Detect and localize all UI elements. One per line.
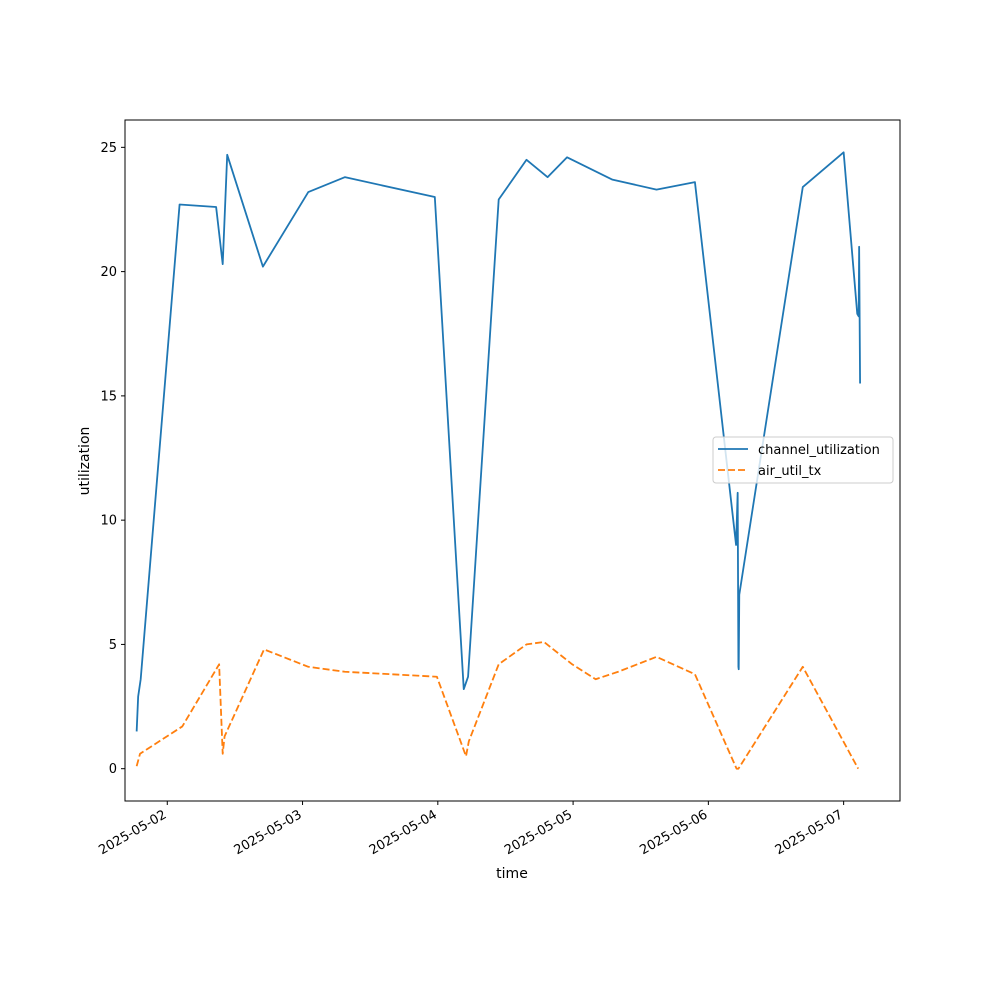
plot-layer [135,151,861,770]
y-tick-label: 20 [100,265,117,280]
series-line-air-util-tx [135,641,859,770]
series-line-channel-utilization [135,151,861,732]
legend-label-channel-utilization: channel_utilization [758,443,880,458]
y-axis-ticks: 0 5 10 15 20 25 [100,141,125,777]
legend-label-air-util-tx: air_util_tx [758,464,822,479]
y-axis-label: utilization [77,427,93,496]
legend-box [712,436,894,484]
legend: channel_utilization air_util_tx [712,436,894,484]
axes-frame [124,119,901,802]
x-axis-label: time [496,866,528,882]
y-tick-label: 15 [100,389,117,404]
y-tick-label: 25 [100,141,117,156]
y-tick-label: 5 [109,638,117,653]
y-tick-label: 10 [100,514,117,529]
y-tick-label: 0 [109,762,117,777]
